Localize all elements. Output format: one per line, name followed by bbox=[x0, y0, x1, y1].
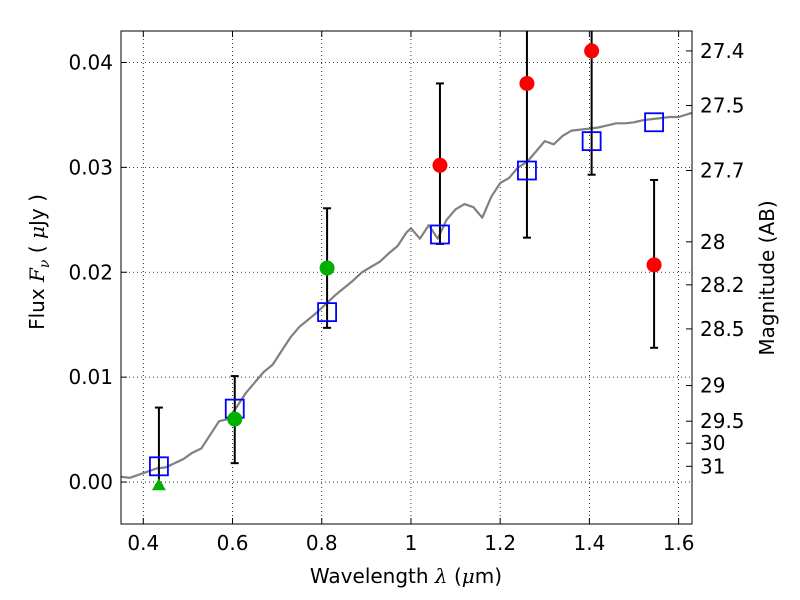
y-axis-label-prefix: Flux bbox=[25, 282, 49, 330]
y-axis-label-open: ( bbox=[25, 239, 49, 260]
x-tick-label: 0.4 bbox=[127, 531, 159, 555]
y-tick-label: 0.01 bbox=[68, 365, 113, 389]
model-point-square bbox=[430, 224, 450, 245]
y-axis-label-subscript: ν bbox=[37, 259, 53, 268]
red-detection-point bbox=[584, 43, 600, 59]
magnitude-tick-label: 29.5 bbox=[700, 409, 745, 433]
y-axis-label-mu: μ bbox=[25, 226, 49, 239]
y-tick-label: 0.00 bbox=[68, 470, 113, 494]
x-tick-label: 1.2 bbox=[484, 531, 516, 555]
x-axis-label-mu: μ bbox=[462, 564, 475, 588]
plot-area bbox=[121, 31, 692, 524]
ticks-layer: 0.4 0.6 0.8 1 1.2 1.4 1.6 0.00 0.01 0.02 0.03 0.04 2… bbox=[68, 31, 745, 555]
x-axis-label-close: m) bbox=[475, 564, 502, 588]
model-point-square bbox=[149, 456, 169, 477]
x-tick-label: 1.6 bbox=[663, 531, 695, 555]
red-detection-point bbox=[646, 257, 662, 273]
model-point-square bbox=[581, 131, 602, 152]
y2-axis-label: Magnitude (AB) bbox=[755, 200, 779, 355]
x-tick-label: 1.4 bbox=[573, 531, 605, 555]
y-axis-label: Flux Fν ( μJy ) bbox=[25, 194, 53, 330]
markers-layer bbox=[149, 43, 664, 491]
magnitude-tick-label: 27.4 bbox=[700, 39, 745, 63]
magnitude-tick-label: 31 bbox=[700, 454, 725, 478]
y-tick-label: 0.02 bbox=[68, 260, 113, 284]
y-axis-label-close: Jy ) bbox=[25, 194, 49, 228]
green-detection-point bbox=[319, 260, 335, 276]
magnitude-tick-label: 27.7 bbox=[700, 159, 745, 183]
x-axis-label: Wavelength λ (μm) bbox=[310, 564, 502, 588]
model-point-square bbox=[517, 160, 537, 181]
magnitude-tick-label: 28.5 bbox=[700, 317, 745, 341]
upper-limit-triangle bbox=[151, 478, 166, 491]
magnitude-tick-label: 28 bbox=[700, 230, 725, 254]
magnitude-tick-label: 28.2 bbox=[700, 273, 745, 297]
x-tick-label: 0.8 bbox=[306, 531, 338, 555]
x-axis-label-open: ( bbox=[448, 564, 462, 588]
y-tick-label: 0.03 bbox=[68, 155, 113, 179]
y-tick-label: 0.04 bbox=[68, 50, 113, 74]
x-tick-label: 1 bbox=[405, 531, 418, 555]
magnitude-tick-label: 27.5 bbox=[700, 93, 745, 117]
red-detection-point bbox=[432, 157, 448, 173]
magnitude-tick-label: 30 bbox=[700, 431, 725, 455]
x-axis-label-symbol: λ bbox=[434, 564, 448, 588]
red-detection-point bbox=[519, 75, 535, 91]
model-point-square bbox=[317, 302, 337, 323]
magnitude-tick-label: 29 bbox=[700, 374, 725, 398]
y-axis-label-symbol: F bbox=[25, 267, 49, 283]
plot-frame bbox=[120, 30, 693, 525]
x-axis-label-prefix: Wavelength bbox=[310, 564, 435, 588]
model-point-square bbox=[644, 112, 664, 133]
green-detection-point bbox=[227, 411, 243, 427]
x-tick-label: 0.6 bbox=[217, 531, 249, 555]
